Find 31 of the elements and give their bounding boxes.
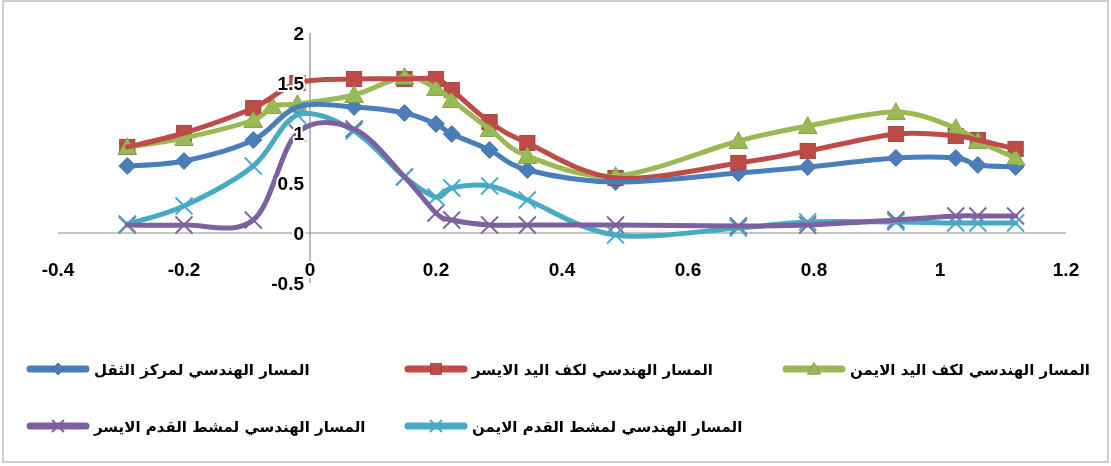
point [174,196,194,216]
x-tick-label: 0.4 [548,259,576,280]
legend-label: المسار الهندسي لمركز الثقل [94,361,310,379]
x-tick-label: -0.4 [41,259,75,280]
point [480,215,499,235]
point [243,156,263,176]
x-tick-label: 1 [934,259,946,280]
legend-label: المسار الهندسي لكف اليد الايمن [850,361,1090,379]
point [480,176,499,196]
point [517,190,537,210]
x-tick-label: 1.2 [1052,259,1080,280]
point [442,210,462,230]
y-tick-label: 0.5 [277,173,305,194]
point [288,105,307,125]
y-tick-label: 2 [293,23,304,44]
x-tick-label: 0.6 [674,259,702,280]
point [606,225,625,245]
point [442,178,462,198]
y-tick-label: 0 [293,223,304,244]
point [426,203,446,223]
legend-label: المسار الهندسي لكف اليد الايسر [471,361,713,379]
x-tick-label: 0.8 [800,259,828,280]
point [426,187,446,207]
point [174,215,194,235]
point [517,215,537,235]
legend-label: المسار الهندسي لمشط القدم الايمن [472,418,743,436]
point [243,210,263,230]
x-tick-label: -0.2 [167,259,201,280]
x-tick-label: 0.2 [422,259,450,280]
legend-label: المسار الهندسي لمشط القدم الايسر [93,418,366,436]
y-tick-label: -0.5 [271,273,305,294]
